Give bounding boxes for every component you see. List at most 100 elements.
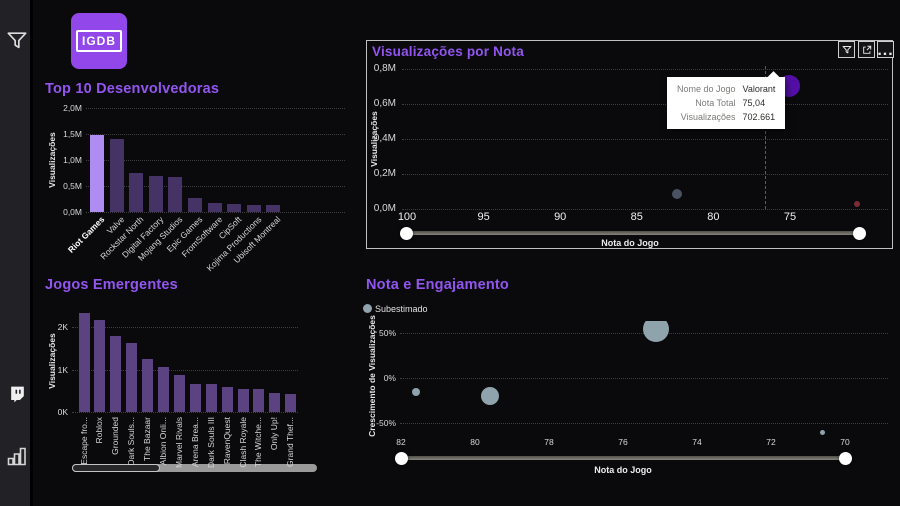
x-tick-label: 85 [630,211,643,223]
y-tick-label: 0,0M [373,203,396,214]
x-tick-label: 100 [397,211,417,223]
gridline [86,108,345,109]
igdb-logo: IGDB [71,13,127,69]
y-tick-label: 0,8M [373,63,396,74]
bar-albion-onli-[interactable] [158,366,169,412]
x-tick-label: 76 [618,437,628,447]
scatter-point[interactable] [671,189,682,200]
category-label: Only Up! [269,417,280,451]
bar-chart-icon[interactable] [5,444,29,468]
x-tick-label: 80 [470,437,480,447]
category-label: Albion Onli... [158,417,168,466]
gridline [402,139,888,140]
x-tick-label: 95 [477,211,490,223]
scatter-point[interactable] [854,200,861,207]
rating-range-slider[interactable] [406,231,859,235]
bar-dark-souls-iii[interactable] [205,383,217,412]
tooltip-label: Nome do Jogo [677,84,736,94]
bar-clash-royale[interactable] [237,389,249,412]
y-tick-label: 1,0M [63,155,82,165]
bar-fromsoftware[interactable] [207,202,222,212]
x-tick-label: 90 [554,211,567,223]
reference-line [765,66,767,209]
views-by-rating-card [366,40,893,249]
x-tick-label: 75 [783,211,797,223]
x-tick-label: 78 [544,437,554,447]
filter-icon [842,45,851,53]
bar-kojima-productions[interactable] [246,204,261,212]
bar-valve[interactable] [109,139,124,212]
category-label: Grand Thef... [285,417,296,467]
gridline [72,369,298,371]
bar-the-witche-[interactable] [253,389,265,412]
y-tick-label: 1K [57,364,68,375]
legend-marker [363,304,372,313]
tooltip-value: 75,04 [742,98,766,108]
y-tick-label: 2,0M [63,103,82,113]
bar-epic-games[interactable] [188,198,202,212]
bar-escape-fro-[interactable] [78,312,90,412]
gridline [86,134,345,135]
scatter-point[interactable] [480,387,499,405]
category-label: The Bazaar [142,417,153,461]
gridline [400,378,888,379]
twitch-icon[interactable] [8,385,27,404]
y-tick-label: 0K [57,407,68,417]
engagement-range-slider[interactable] [401,456,845,460]
gridline [86,212,345,213]
category-label: Dark Souls III [205,417,216,469]
top-devs-title: Top 10 Desenvolvedoras [45,81,220,97]
bar-ubisoft-montreal[interactable] [266,205,281,212]
slider-handle-min[interactable] [399,226,413,240]
views-by-rating-title: Visualizações por Nota [372,44,524,59]
category-label: Escape fro... [78,417,89,465]
bar-digital-factory[interactable] [148,175,163,212]
category-label: The Witche... [253,417,264,468]
card-more-options-button[interactable]: ... [877,41,894,59]
bar-riot-games[interactable] [90,135,104,212]
bar-the-bazaar[interactable] [142,358,154,412]
gridline [402,104,888,105]
bar-cipsoft[interactable] [227,203,242,212]
tooltip: Nome do Jogo Valorant Nota Total 75,04 Visua… [667,71,786,129]
card-focus-mode-button[interactable] [858,41,875,58]
bar-ravenquest[interactable] [221,386,233,412]
scatter-point[interactable] [820,429,826,435]
y-tick-label: -50% [376,418,396,428]
x-tick-label: 80 [707,211,720,223]
filter-icon[interactable] [6,30,28,52]
legend-label[interactable]: Subestimado [375,304,428,314]
bar-grounded[interactable] [110,335,122,412]
category-label: Clash Royale [237,417,248,468]
bar-dark-souls-[interactable] [126,343,138,412]
category-scrollbar-thumb[interactable] [72,464,160,472]
x-tick-label: 74 [692,437,702,447]
slider-handle-max[interactable] [852,226,866,240]
bar-only-up-[interactable] [269,392,281,412]
tooltip-value: Valorant [742,84,776,94]
tooltip-label: Nota Total [695,98,736,108]
bar-mojang-studios[interactable] [168,177,183,212]
bar-rockstar-north[interactable] [129,173,144,212]
y-tick-label: 2K [57,322,68,332]
bar-roblox[interactable] [94,320,106,412]
scatter-point[interactable] [411,387,420,396]
card-filter-button[interactable] [838,41,855,58]
slider-handle-max[interactable] [838,451,852,465]
scatter-point[interactable] [643,321,670,342]
bar-marvel-rivals[interactable] [173,375,185,412]
slider-handle-min[interactable] [394,451,408,465]
bar-grand-thef-[interactable] [285,394,297,412]
gridline [402,174,888,175]
gridline [86,160,345,161]
category-label: RavenQuest [221,417,232,465]
y-tick-label: 0,4M [373,133,396,144]
tooltip-rows: Nome do Jogo Valorant Nota Total 75,04 Visua… [677,84,775,122]
rating-engagement-plot [400,321,888,438]
x-tick-label: 72 [766,437,776,447]
category-scrollbar[interactable] [72,464,317,472]
category-label: Roblox [94,417,105,444]
gridline [402,69,888,70]
bar-arena-brea-[interactable] [189,383,201,412]
